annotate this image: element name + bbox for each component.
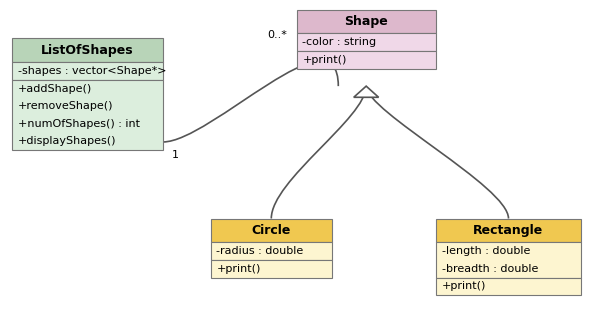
Polygon shape	[12, 80, 163, 150]
Text: +removeShape(): +removeShape()	[18, 101, 113, 111]
Polygon shape	[211, 219, 332, 242]
Text: ListOfShapes: ListOfShapes	[41, 44, 134, 57]
Polygon shape	[296, 33, 436, 51]
Text: +addShape(): +addShape()	[18, 84, 92, 93]
Polygon shape	[12, 38, 163, 62]
Text: +print(): +print()	[302, 55, 347, 65]
Text: +numOfShapes() : int: +numOfShapes() : int	[18, 119, 140, 129]
Polygon shape	[211, 260, 332, 278]
Polygon shape	[296, 10, 436, 33]
Polygon shape	[436, 278, 581, 295]
Text: -radius : double: -radius : double	[216, 246, 304, 256]
Text: +displayShapes(): +displayShapes()	[18, 136, 116, 146]
Polygon shape	[436, 219, 581, 242]
Text: -shapes : vector<Shape*>: -shapes : vector<Shape*>	[18, 66, 166, 76]
Text: -color : string: -color : string	[302, 37, 377, 47]
Polygon shape	[353, 86, 378, 97]
Text: +print(): +print()	[216, 264, 261, 274]
Polygon shape	[296, 51, 436, 69]
Text: -length : double: -length : double	[442, 246, 530, 256]
Polygon shape	[12, 62, 163, 80]
Text: Circle: Circle	[251, 224, 291, 237]
Polygon shape	[436, 242, 581, 278]
Text: Rectangle: Rectangle	[473, 224, 544, 237]
Polygon shape	[211, 242, 332, 260]
Text: 0..*: 0..*	[267, 30, 287, 40]
Text: Shape: Shape	[345, 15, 388, 28]
Text: 1: 1	[172, 150, 179, 160]
Text: +print(): +print()	[442, 281, 486, 291]
Text: -breadth : double: -breadth : double	[442, 264, 538, 274]
